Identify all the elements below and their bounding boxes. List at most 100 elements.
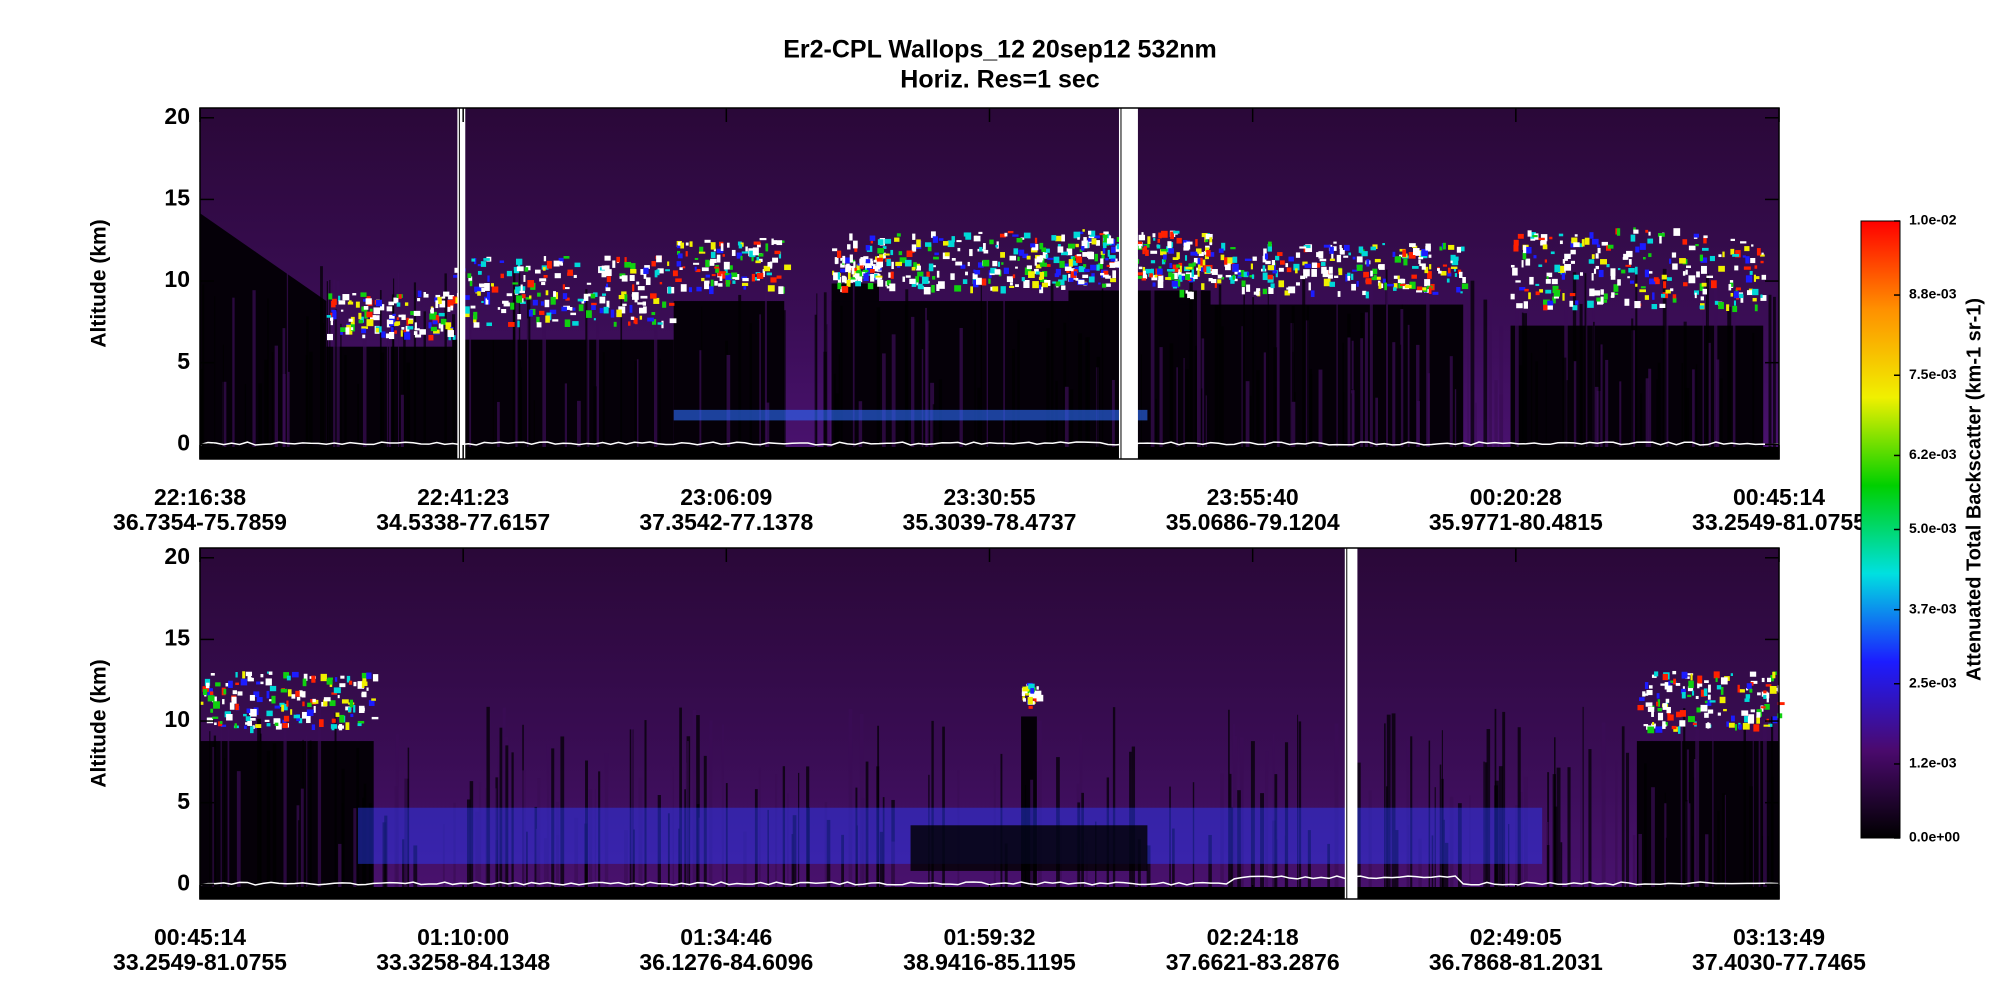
cloud-pixel [1012,234,1019,237]
cloud-pixel [1373,275,1377,281]
cloud-pixel [1763,692,1770,699]
cloud-pixel [1528,292,1531,300]
cloud-pixel [732,280,736,284]
cloud-pixel [1680,688,1686,694]
cloud-pixel [1573,274,1579,280]
cloud-pixel [1192,262,1196,267]
streak [1521,312,1524,459]
cloud-pixel [650,293,657,299]
cloud-pixel [1338,268,1343,276]
cloud-pixel [306,709,314,717]
cloud-pixel [552,319,559,322]
cloud-pixel [1365,291,1369,299]
cloud-pixel [273,718,281,724]
cloud-pixel [1728,284,1732,291]
cloud-pixel [1246,272,1250,276]
cloud-pixel [605,309,609,313]
streak [1245,381,1250,459]
streak [1241,326,1243,459]
streak [1272,733,1275,899]
streak [379,290,382,459]
cloud-pixel [667,286,672,294]
x-tick-label: 23:06:09 [680,484,772,510]
streak [699,350,703,459]
streak [1194,345,1198,459]
cloud-pixel [1020,237,1025,240]
cloud-pixel [896,233,901,237]
cloud-pixel [1108,255,1116,260]
cloud-pixel [1197,261,1203,270]
cloud-pixel [879,254,884,261]
cloud-pixel [1232,274,1235,280]
cloud-pixel [1316,263,1321,268]
cloud-pixel [558,257,564,263]
streak [537,778,541,899]
streak [1291,401,1296,459]
streak [1069,389,1074,459]
cloud-pixel [1611,292,1615,298]
streak [1274,774,1278,899]
streak [1183,357,1185,459]
cloud-pixel [1352,269,1358,272]
cloud-pixel [837,272,841,280]
cloud-pixel [1714,300,1719,305]
streak [1418,838,1422,899]
cloud-pixel [869,258,873,264]
cloud-pixel [369,315,377,320]
cloud-pixel [1553,289,1561,297]
streak [684,789,686,899]
streak [526,831,528,899]
cloud-pixel [1000,252,1005,258]
cloud-pixel [1412,248,1420,256]
streak [1276,272,1280,459]
colorbar-tick-label: 6.2e-03 [1909,446,1957,462]
cloud-pixel [695,269,701,273]
cloud-pixel [1718,301,1724,310]
cloud-pixel [1256,288,1261,291]
cloud-pixel [1448,244,1455,250]
cloud-pixel [1643,693,1649,696]
cloud-pixel [1542,244,1548,250]
cloud-pixel [553,291,557,298]
y-axis-label: Altitude (km) [88,219,111,347]
cloud-pixel [766,272,772,276]
streak [1243,280,1245,459]
cloud-pixel [1187,291,1192,299]
cloud-pixel [213,701,220,709]
cloud-pixel [1023,280,1030,288]
cloud-pixel [1601,241,1608,246]
cloud-pixel [1095,240,1100,246]
cloud-pixel [1101,254,1105,259]
cloud-pixel [1358,246,1364,253]
streak [341,803,344,899]
cloud-pixel [1339,244,1342,250]
cloud-pixel [486,322,493,327]
cloud-pixel [1318,251,1324,259]
cloud-pixel [1170,273,1175,280]
streak [1619,381,1622,459]
cloud-pixel [363,681,368,687]
cloud-pixel [508,322,515,327]
cloud-pixel [1105,275,1111,279]
cloud-pixel [965,232,972,240]
cloud-pixel [1083,264,1087,268]
cloud-pixel [982,259,990,267]
cloud-pixel [1742,255,1746,258]
cloud-pixel [1224,257,1228,265]
cloud-pixel [280,688,288,693]
streak [1063,322,1067,459]
cloud-pixel [662,301,667,308]
cloud-pixel [1745,256,1750,264]
cloud-pixel [1451,257,1459,266]
cloud-pixel [895,261,903,267]
streak [362,309,367,459]
cloud-pixel [1761,274,1767,280]
streak [1688,803,1691,899]
cloud-pixel [1084,268,1090,273]
cloud-pixel [553,260,560,267]
cloud-pixel [1351,273,1354,280]
cloud-pixel [1161,259,1166,265]
cloud-pixel [854,273,860,279]
cloud-pixel [1549,236,1553,240]
cloud-pixel [1595,253,1599,259]
